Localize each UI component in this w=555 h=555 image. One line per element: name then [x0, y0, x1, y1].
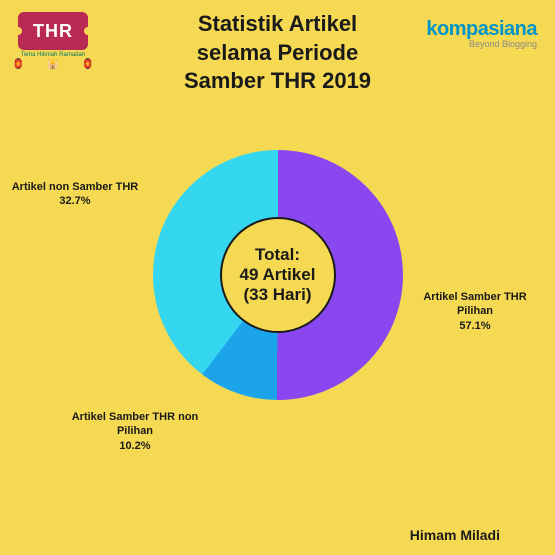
title-line2: selama Periode: [163, 39, 393, 68]
segment-label-pct: 10.2%: [55, 439, 215, 453]
infographic-canvas: THR Tema Hikmah Ramadan 🏮 🕌 🏮 Statistik …: [0, 0, 555, 555]
kompasiana-logo: kompasiana Beyond Blogging: [426, 18, 537, 49]
center-line2: 49 Artikel: [240, 265, 316, 285]
mosque-icon: 🕌: [47, 59, 59, 70]
center-line1: Total:: [255, 245, 300, 265]
thr-subtitle: Tema Hikmah Ramadan: [12, 52, 94, 58]
title-line1: Statistik Artikel: [163, 10, 393, 39]
lantern-row: 🏮 🕌 🏮: [12, 59, 94, 70]
segment-label-pct: 57.1%: [405, 319, 545, 333]
donut-chart: Total: 49 Artikel (33 Hari): [153, 150, 403, 400]
chart-title: Statistik Artikel selama Periode Samber …: [163, 10, 393, 96]
kompasiana-text: kompasiana: [426, 18, 537, 41]
segment-label-non-pilihan: Artikel Samber THR non Pilihan 10.2%: [55, 410, 215, 453]
lantern-icon: 🏮: [12, 59, 24, 70]
author-credit: Himam Miladi: [410, 527, 500, 543]
segment-label-text: Artikel Samber THR non Pilihan: [55, 410, 215, 439]
segment-label-text: Artikel Samber THR Pilihan: [405, 290, 545, 319]
title-line3: Samber THR 2019: [163, 67, 393, 96]
center-line3: (33 Hari): [243, 285, 311, 305]
segment-label-pilihan: Artikel Samber THR Pilihan 57.1%: [405, 290, 545, 333]
segment-label-text: Artikel non Samber THR: [10, 180, 140, 194]
donut-center: Total: 49 Artikel (33 Hari): [220, 217, 336, 333]
segment-label-pct: 32.7%: [10, 194, 140, 208]
segment-label-non-samber: Artikel non Samber THR 32.7%: [10, 180, 140, 209]
thr-badge: THR Tema Hikmah Ramadan 🏮 🕌 🏮: [12, 12, 94, 74]
lantern-icon: 🏮: [82, 59, 94, 70]
thr-badge-text: THR: [18, 12, 88, 50]
